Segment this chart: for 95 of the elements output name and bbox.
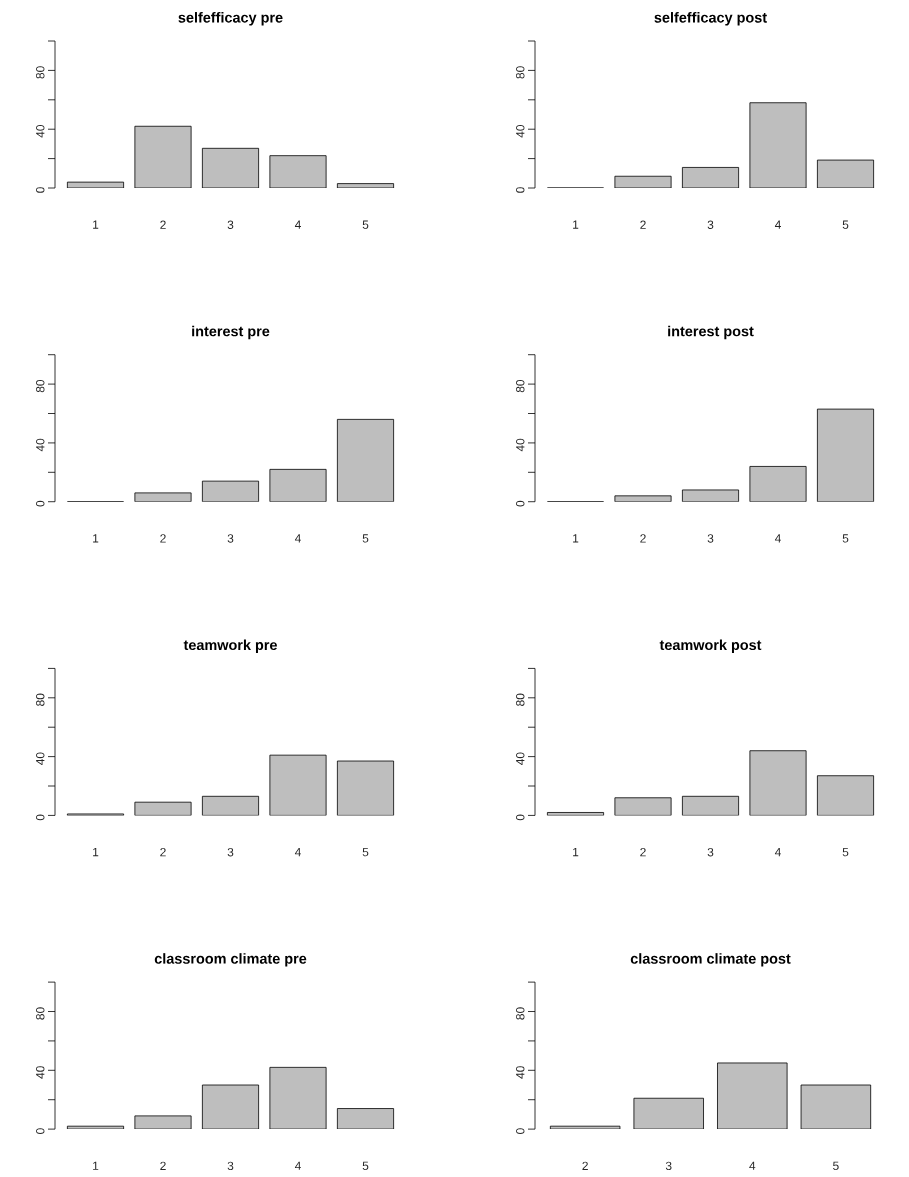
y-tick-label: 80 [516,1007,525,1020]
x-tick-label: 5 [362,534,369,543]
bar [816,408,875,502]
bar [201,1084,260,1130]
y-tick-label: 40 [516,125,525,138]
y-tick-label: 40 [516,438,525,452]
x-tick-label: 2 [640,847,646,857]
x-tick-label: 1 [573,847,579,857]
bar [749,102,807,188]
y-tick-label: 40 [516,752,525,765]
bar [800,1084,872,1130]
x-tick-label: 5 [842,220,849,229]
bar [201,147,260,188]
bar [749,466,807,502]
x-tick-label: 5 [362,220,369,229]
x-tick-label: 1 [93,847,99,857]
bar [201,480,260,502]
chart-title: classroom climate post [630,953,791,967]
bar [614,797,672,816]
bar [336,1108,395,1130]
x-tick-label: 4 [774,220,781,229]
y-tick-label: 0 [516,187,525,193]
bar [269,155,327,188]
y-tick-label: 0 [36,1128,45,1134]
y-tick-label: 0 [36,500,45,507]
x-tick-label: 5 [362,847,369,857]
x-tick-label: 2 [640,534,646,543]
bar [336,760,395,816]
y-tick-label: 0 [516,500,525,507]
x-tick-label: 3 [227,220,234,229]
bar [269,468,327,502]
bar [633,1097,704,1130]
x-tick-label: 4 [294,847,301,857]
y-tick-label: 0 [516,814,525,821]
y-tick-label: 0 [516,1128,525,1134]
y-tick-label: 80 [36,379,45,393]
bar [681,167,740,188]
bar [717,1062,788,1130]
bar [336,418,395,502]
chart-title: selfefficacy pre [178,12,283,26]
y-tick-label: 80 [516,66,525,79]
x-tick-label: 3 [665,1161,672,1171]
x-tick-label: 3 [227,847,234,857]
x-tick-label: 3 [707,847,714,857]
x-tick-label: 2 [582,1161,588,1170]
chart-title: selfefficacy post [654,12,767,26]
y-tick-label: 40 [36,125,45,138]
y-tick-label: 40 [516,1066,525,1079]
x-tick-label: 1 [573,220,579,229]
bar [816,159,875,188]
y-tick-label: 80 [36,66,45,79]
x-tick-label: 3 [707,220,714,229]
x-tick-label: 2 [160,534,166,543]
bar [816,775,875,816]
x-tick-label: 5 [833,1161,839,1170]
chart-title: classroom climate pre [154,953,307,967]
x-tick-label: 5 [842,847,849,857]
bar [749,750,807,816]
x-tick-label: 1 [93,534,99,543]
x-tick-label: 2 [160,847,166,857]
x-tick-label: 3 [707,534,714,543]
bar [134,125,192,188]
chart-title: interest post [668,325,754,340]
chart-title: interest pre [192,325,270,340]
x-tick-label: 4 [749,1161,756,1170]
x-tick-label: 4 [294,1161,301,1170]
bar [201,795,260,816]
bar [269,1066,327,1130]
bar [269,754,327,816]
chart-title: teamwork pre [183,639,277,653]
chart-title: teamwork post [659,639,762,653]
y-tick-label: 40 [36,438,45,452]
x-tick-label: 1 [573,534,579,543]
bar [681,795,740,816]
x-tick-label: 2 [160,220,166,229]
y-tick-label: 80 [36,693,45,706]
y-tick-label: 0 [36,187,45,193]
y-tick-label: 80 [516,379,525,393]
x-tick-label: 2 [160,1161,166,1170]
x-tick-label: 4 [774,847,781,857]
x-tick-label: 1 [93,1161,99,1170]
x-tick-label: 3 [227,1161,234,1171]
y-tick-label: 40 [36,752,45,765]
x-tick-label: 5 [842,534,849,543]
y-tick-label: 80 [36,1007,45,1020]
y-tick-label: 0 [36,814,45,821]
x-tick-label: 4 [294,534,301,543]
x-tick-label: 5 [362,1161,369,1170]
y-tick-label: 40 [36,1066,45,1079]
x-tick-label: 4 [774,534,781,543]
x-tick-label: 1 [93,220,99,229]
y-tick-label: 80 [516,693,525,706]
x-tick-label: 2 [640,220,646,229]
x-tick-label: 4 [294,220,301,229]
x-tick-label: 3 [227,534,234,543]
